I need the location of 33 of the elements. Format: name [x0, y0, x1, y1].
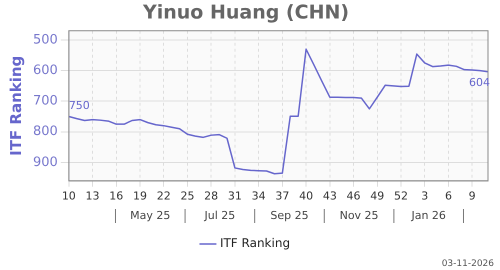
y-tick-label: 700 — [32, 94, 58, 109]
y-tick-label: 500 — [32, 32, 58, 48]
x-tick-label: 31 — [228, 189, 242, 202]
x-tick-label: 22 — [156, 189, 171, 202]
chart-title: Yinuo Huang (CHN) — [142, 1, 350, 24]
x-tick-label: 6 — [444, 189, 452, 202]
x-tick-label: 34 — [252, 189, 266, 202]
text: Sep 25 — [270, 208, 309, 222]
x-tick-label: 16 — [109, 189, 124, 202]
x-tick-label: 3 — [421, 189, 428, 202]
y-axis-title: ITF Ranking — [6, 56, 25, 156]
y-tick-label: 800 — [32, 124, 58, 140]
x-tick-label: 52 — [394, 189, 408, 202]
x-tick-label: 49 — [370, 189, 384, 202]
text: Jul 25 — [203, 208, 236, 222]
data-label: 750 — [68, 98, 90, 112]
text: Jan 26 — [410, 208, 446, 222]
x-tick-label: 9 — [468, 189, 476, 202]
text: Nov 25 — [340, 208, 379, 222]
x-tick-label: 40 — [299, 189, 314, 202]
x-tick-label: 43 — [322, 189, 337, 202]
x-tick-label: 37 — [275, 189, 290, 202]
x-tick-label: 19 — [132, 189, 147, 202]
x-tick-label: 13 — [86, 189, 100, 202]
x-tick-label: 46 — [346, 189, 361, 202]
text: May 25 — [130, 208, 170, 222]
legend-label: ITF Ranking — [220, 236, 290, 250]
x-tick-label: 25 — [180, 189, 194, 202]
y-tick-label: 900 — [32, 154, 58, 170]
x-tick-label: 10 — [62, 189, 76, 202]
y-tick-label: 600 — [32, 62, 58, 78]
x-tick-label: 28 — [204, 189, 218, 202]
text: 03-11-2026 — [442, 258, 494, 269]
